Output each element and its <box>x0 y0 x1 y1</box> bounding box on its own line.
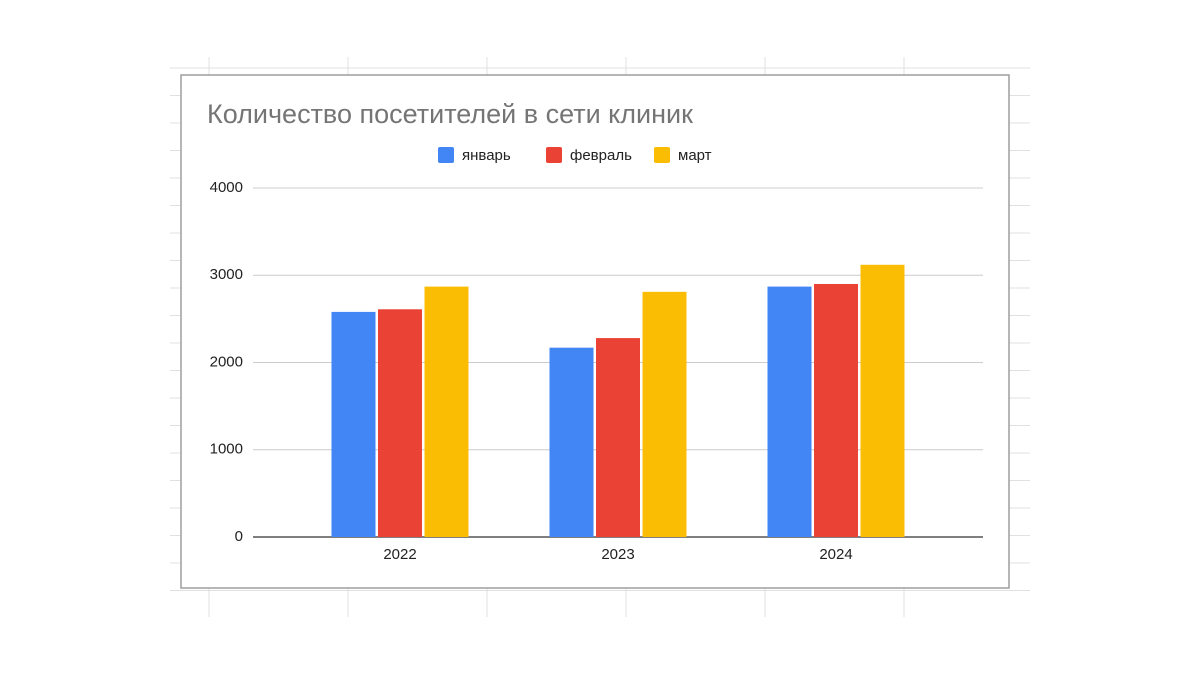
bar <box>860 264 905 537</box>
y-tick-label: 4000 <box>210 179 243 196</box>
chart-title: Количество посетителей в сети клиник <box>207 99 693 129</box>
x-tick-label: 2023 <box>601 546 634 563</box>
x-tick-label: 2024 <box>819 546 852 563</box>
legend-label: март <box>678 147 712 164</box>
bar <box>596 338 640 537</box>
y-tick-label: 0 <box>235 528 243 545</box>
bar <box>767 286 812 537</box>
y-tick-label: 2000 <box>210 353 243 370</box>
bar <box>424 286 469 537</box>
bar <box>378 309 422 537</box>
y-tick-label: 1000 <box>210 441 243 458</box>
y-tick-label: 3000 <box>210 266 243 283</box>
legend-swatch <box>438 147 454 163</box>
bar <box>549 347 594 537</box>
bar <box>814 283 858 537</box>
legend-swatch <box>546 147 562 163</box>
x-tick-label: 2022 <box>383 546 416 563</box>
legend-swatch <box>654 147 670 163</box>
bar <box>331 311 376 537</box>
legend-label: январь <box>462 147 511 164</box>
bar <box>642 291 687 537</box>
legend-label: февраль <box>570 147 632 164</box>
